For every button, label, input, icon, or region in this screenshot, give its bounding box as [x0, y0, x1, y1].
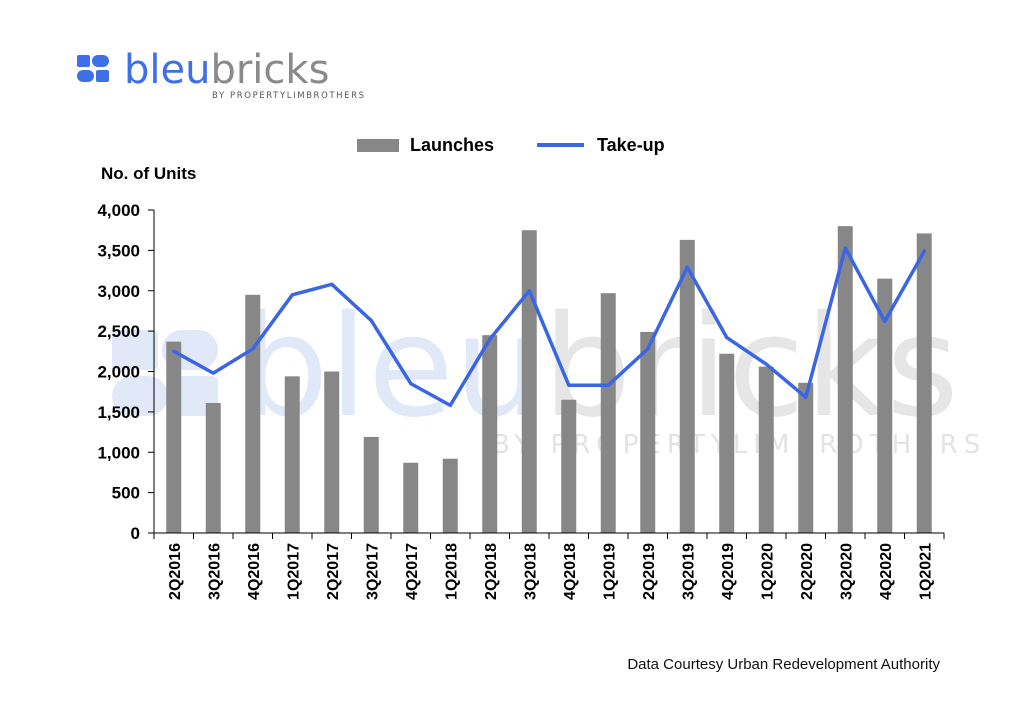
bar-launches: [482, 335, 498, 533]
bar-launches: [916, 233, 932, 534]
x-tick-label: 3Q2016: [206, 543, 223, 600]
take-up-point: [606, 383, 610, 387]
take-up-point: [488, 337, 492, 341]
take-up-point: [685, 265, 689, 269]
x-tick-label: 2Q2020: [799, 543, 816, 600]
x-tick-label: 2Q2018: [483, 543, 500, 600]
bar-launches: [679, 239, 695, 533]
bleubricks-logo: bleubricks BY PROPERTYLIMBROTHERS: [77, 47, 366, 101]
source-note: Data Courtesy Urban Redevelopment Author…: [627, 656, 940, 673]
take-up-point: [725, 336, 729, 340]
y-tick-label: 1,500: [97, 403, 140, 422]
bar-launches: [403, 462, 419, 533]
x-tick-label: 1Q2019: [601, 543, 618, 600]
bar-launches: [521, 230, 537, 533]
bar-launches: [245, 294, 261, 533]
bar-launches: [719, 353, 735, 533]
logo-wordmark: bleubricks: [124, 47, 329, 93]
bar-launches: [877, 278, 893, 533]
axes: [153, 210, 945, 539]
take-up-point: [369, 319, 373, 323]
bar-launches: [561, 399, 577, 533]
take-up-point: [764, 362, 768, 366]
x-axis-tick-labels: 2Q2016 3Q2016 4Q2016 1Q2017 2Q2017 3Q2017 4Q20…: [167, 543, 935, 600]
take-up-point: [172, 349, 176, 353]
take-up-point: [646, 347, 650, 351]
bar-launches: [798, 382, 814, 533]
y-tick-label: 3,000: [97, 282, 140, 301]
take-up-point: [527, 289, 531, 293]
bar-launches: [640, 331, 656, 533]
x-tick-label: 4Q2018: [562, 543, 579, 600]
bar-launches: [324, 371, 340, 533]
logo-word-part2: bricks: [210, 47, 329, 93]
take-up-point: [922, 249, 926, 253]
bar-launches: [205, 402, 221, 533]
x-tick-label: 1Q2018: [443, 543, 460, 600]
y-tick-label: 1,000: [97, 443, 140, 462]
x-tick-label: 3Q2020: [838, 543, 855, 600]
y-axis-label: No. of Units: [101, 164, 196, 183]
x-tick-label: 1Q2021: [917, 543, 934, 600]
x-tick-label: 2Q2019: [641, 543, 658, 600]
legend: Launches Take-up: [357, 135, 665, 155]
x-tick-label: 2Q2016: [167, 543, 184, 600]
bar-launches: [600, 293, 616, 533]
x-tick-label: 3Q2017: [364, 543, 381, 600]
bar-launches: [166, 341, 182, 533]
take-up-point: [251, 347, 255, 351]
y-tick-label: 0: [131, 524, 140, 543]
x-tick-label: 3Q2019: [680, 543, 697, 600]
bar-series-launches: [166, 226, 932, 534]
take-up-point: [448, 403, 452, 407]
take-up-point: [409, 382, 413, 386]
take-up-line: [172, 246, 927, 408]
y-tick-label: 3,500: [97, 241, 140, 260]
bar-launches: [284, 376, 300, 533]
bar-launches: [363, 436, 379, 533]
y-tick-label: 2,500: [97, 322, 140, 341]
legend-label-launches: Launches: [410, 135, 494, 155]
take-up-point: [567, 383, 571, 387]
x-tick-label: 4Q2019: [720, 543, 737, 600]
x-tick-label: 4Q2020: [878, 543, 895, 600]
bar-launches: [442, 458, 458, 533]
bar-launches: [758, 366, 774, 533]
y-tick-label: 2,000: [97, 363, 140, 382]
take-up-point: [330, 282, 334, 286]
x-tick-label: 2Q2017: [325, 543, 342, 600]
take-up-point: [843, 246, 847, 250]
take-up-point: [883, 319, 887, 323]
bar-launches: [837, 226, 853, 533]
legend-label-take-up: Take-up: [597, 135, 665, 155]
logo-tagline: BY PROPERTYLIMBROTHERS: [212, 91, 366, 101]
watermark-logo: bleubricks BY PROPERTYLIMBROTHERS: [112, 286, 980, 460]
take-up-point: [290, 293, 294, 297]
x-tick-label: 3Q2018: [522, 543, 539, 600]
line-series-take-up: [172, 246, 927, 408]
logo-word-part1: bleu: [124, 47, 210, 93]
take-up-point: [804, 395, 808, 399]
x-tick-label: 4Q2017: [404, 543, 421, 600]
y-axis-ticks: 0 500 1,000 1,500 2,000 2,500 3,000 3,500 4,000: [97, 201, 154, 543]
x-tick-label: 1Q2020: [759, 543, 776, 600]
x-tick-label: 4Q2016: [246, 543, 263, 600]
legend-swatch-launches: [357, 139, 399, 152]
x-tick-label: 1Q2017: [285, 543, 302, 600]
y-tick-label: 500: [112, 484, 140, 503]
y-tick-label: 4,000: [97, 201, 140, 220]
brick-icon: [77, 55, 109, 82]
take-up-point: [211, 371, 215, 375]
